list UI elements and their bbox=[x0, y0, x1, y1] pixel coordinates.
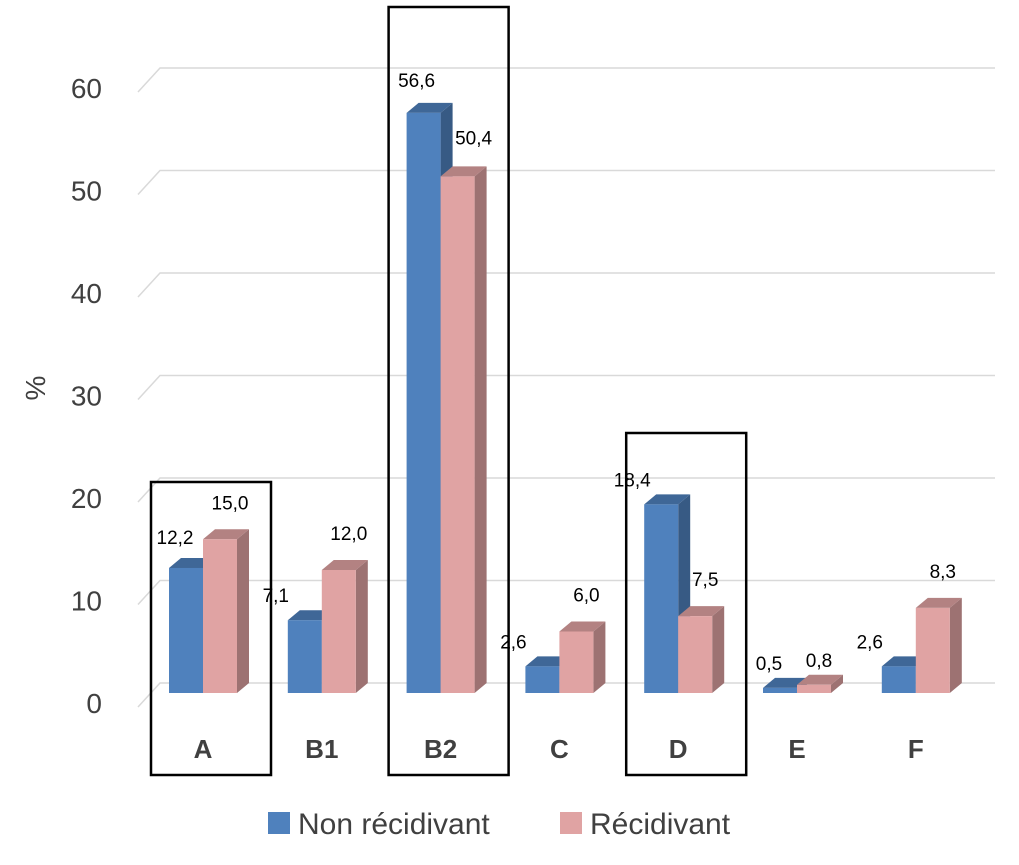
data-label: 7,1 bbox=[263, 586, 289, 607]
x-axis-categories: A B1 B2 C D E F bbox=[194, 734, 924, 764]
bar-front bbox=[203, 539, 237, 693]
bar-side bbox=[355, 560, 368, 693]
bar-front bbox=[525, 666, 560, 693]
highlight-box bbox=[149, 480, 273, 777]
gridline bbox=[137, 169, 995, 196]
y-tick-label: 20 bbox=[71, 483, 102, 514]
bar bbox=[797, 674, 843, 693]
legend-swatch bbox=[560, 812, 582, 834]
bar bbox=[559, 621, 606, 693]
bar-front bbox=[644, 504, 679, 693]
bars bbox=[169, 102, 962, 694]
highlight-box bbox=[624, 431, 748, 777]
bar-front bbox=[440, 176, 475, 693]
gridline bbox=[137, 374, 995, 401]
bar-top bbox=[406, 102, 453, 113]
data-label: 12,0 bbox=[330, 524, 367, 545]
y-tick-label: 30 bbox=[71, 381, 102, 412]
bar bbox=[440, 166, 487, 693]
x-tick-label: B1 bbox=[305, 734, 338, 764]
bar-side bbox=[712, 606, 725, 693]
data-label: 8,3 bbox=[930, 562, 956, 583]
data-label: 0,5 bbox=[756, 654, 782, 675]
y-tick-label: 0 bbox=[86, 688, 102, 719]
bar-top bbox=[644, 494, 691, 505]
y-tick-label: 50 bbox=[71, 176, 102, 207]
bar bbox=[678, 606, 725, 693]
data-label: 18,4 bbox=[614, 470, 651, 491]
data-label: 12,2 bbox=[157, 528, 194, 549]
bar-side bbox=[237, 529, 249, 693]
bar-front bbox=[797, 684, 831, 693]
bar-front bbox=[287, 620, 322, 693]
gridline bbox=[137, 579, 995, 606]
bar-side bbox=[949, 597, 962, 693]
bar-side bbox=[474, 166, 487, 693]
data-label: 7,5 bbox=[692, 570, 718, 591]
bar-side bbox=[593, 621, 606, 693]
bar-top bbox=[678, 606, 725, 617]
bar-front bbox=[763, 687, 797, 693]
bar-top bbox=[440, 166, 487, 177]
bar-top bbox=[321, 560, 368, 570]
bar-front bbox=[321, 570, 356, 693]
legend-swatch bbox=[268, 812, 290, 834]
x-tick-label: A bbox=[194, 734, 213, 764]
data-label: 0,8 bbox=[806, 651, 832, 672]
data-label: 6,0 bbox=[573, 586, 599, 607]
gridlines bbox=[137, 67, 995, 708]
bar-top bbox=[797, 674, 843, 685]
data-label: 2,6 bbox=[857, 632, 883, 653]
y-axis-ticks: 0 10 20 30 40 50 60 bbox=[71, 73, 102, 719]
y-tick-label: 10 bbox=[71, 586, 102, 617]
bar bbox=[915, 597, 962, 693]
legend-label: Non récidivant bbox=[298, 808, 490, 841]
bar-top bbox=[915, 597, 962, 608]
data-label: 15,0 bbox=[212, 493, 249, 514]
data-labels: 12,2 15,0 7,1 12,0 56,6 50,4 2,6 6,0 18,4 7,5 0,5 0… bbox=[157, 71, 957, 675]
x-tick-label: C bbox=[550, 734, 569, 764]
data-label: 2,6 bbox=[500, 632, 526, 653]
bar-front bbox=[559, 631, 594, 693]
data-label: 50,4 bbox=[455, 128, 492, 149]
highlight-box bbox=[387, 5, 510, 777]
bar-front bbox=[678, 616, 713, 693]
bar-front bbox=[915, 607, 950, 693]
x-tick-label: F bbox=[908, 734, 924, 764]
bar-top bbox=[203, 529, 249, 540]
y-axis-label: % bbox=[20, 376, 51, 401]
y-tick-label: 60 bbox=[71, 73, 102, 104]
bar bbox=[203, 529, 249, 693]
data-label: 56,6 bbox=[398, 71, 435, 92]
bar bbox=[321, 560, 368, 693]
y-tick-label: 40 bbox=[71, 278, 102, 309]
bar-side bbox=[831, 674, 843, 693]
highlight-boxes bbox=[149, 5, 748, 777]
bar-top bbox=[559, 621, 606, 632]
legend-label: Récidivant bbox=[590, 808, 731, 841]
x-tick-label: E bbox=[788, 734, 805, 764]
gridline bbox=[137, 67, 995, 93]
gridline bbox=[137, 477, 995, 503]
gridline bbox=[137, 272, 995, 298]
x-tick-label: B2 bbox=[424, 734, 457, 764]
x-tick-label: D bbox=[669, 734, 688, 764]
bar-front bbox=[881, 666, 916, 693]
bar-front bbox=[406, 112, 441, 694]
legend: Non récidivant Récidivant bbox=[268, 808, 731, 841]
bar-front bbox=[169, 567, 203, 693]
